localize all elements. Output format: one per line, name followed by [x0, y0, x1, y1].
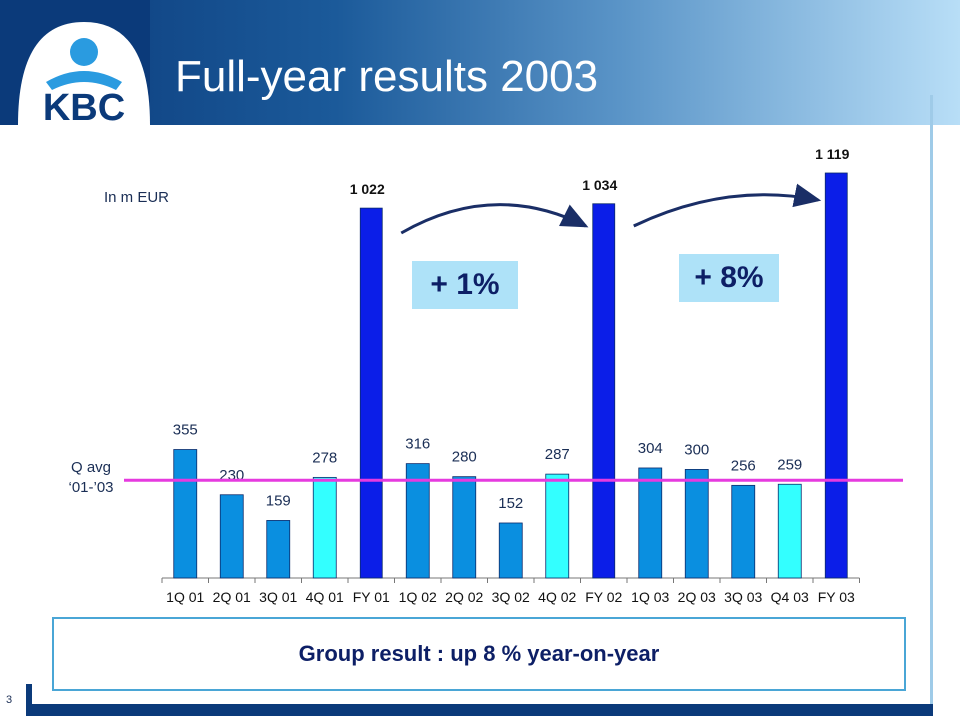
x-tick-label: FY 02	[585, 589, 622, 605]
bar-fy-03	[824, 172, 848, 579]
bar-2q-02	[452, 476, 477, 579]
bar-fy-01	[359, 207, 383, 579]
growth-badge-fy02: + 1%	[412, 261, 518, 309]
page-title: Full-year results 2003	[175, 52, 599, 101]
x-tick-label: 1Q 01	[166, 589, 204, 605]
caption-box: Group result : up 8 % year-on-year	[52, 617, 906, 691]
x-tick-label: 4Q 01	[306, 589, 344, 605]
bar-q4-03	[777, 483, 802, 579]
x-tick-label: FY 01	[353, 589, 390, 605]
data-label: 159	[266, 492, 291, 509]
data-label: 300	[684, 441, 709, 458]
average-label-line2: ‘01-’03	[68, 479, 114, 496]
bar-2q-01	[219, 494, 244, 579]
x-tick-label: 3Q 01	[259, 589, 297, 605]
data-label: 304	[638, 440, 663, 457]
data-label: 355	[173, 422, 198, 439]
average-label-line1: Q avg	[70, 459, 112, 476]
x-tick-label: 2Q 01	[213, 589, 251, 605]
data-label: 152	[498, 495, 523, 512]
bar-1q-03	[638, 467, 663, 579]
data-label: 278	[312, 449, 337, 466]
frame-left-accent	[26, 684, 32, 716]
header-banner	[0, 0, 960, 125]
unit-note: In m EUR	[104, 189, 170, 206]
data-label: 316	[405, 436, 430, 453]
data-label: 280	[452, 449, 477, 466]
x-tick-label: 2Q 02	[445, 589, 483, 605]
bar-fy-02	[592, 203, 616, 579]
data-label: 259	[777, 456, 802, 473]
bar-1q-02	[405, 463, 430, 579]
data-label: 287	[545, 446, 570, 463]
growth-arrow	[400, 203, 589, 235]
bar-1q-01	[173, 449, 198, 579]
page-number: 3	[6, 694, 13, 706]
kbc-logo: KBC	[0, 0, 150, 129]
x-tick-label: Q4 03	[771, 589, 809, 605]
x-tick-label: 4Q 02	[538, 589, 576, 605]
x-tick-label: 2Q 03	[678, 589, 716, 605]
bar-4q-02	[545, 473, 570, 579]
growth-badge-fy03: + 8%	[679, 254, 779, 302]
average-line-label: Q avg ‘01-’03	[60, 458, 122, 498]
x-tick-label: 1Q 03	[631, 589, 669, 605]
bar-3q-03	[731, 484, 756, 579]
frame-right-line	[930, 95, 933, 710]
growth-arrow	[633, 183, 822, 228]
x-tick-label: 3Q 03	[724, 589, 762, 605]
data-label: 1 034	[582, 177, 617, 193]
bar-2q-03	[684, 469, 709, 579]
svg-text:KBC: KBC	[43, 87, 125, 129]
x-tick-label: 3Q 02	[492, 589, 530, 605]
bar-3q-01	[266, 520, 291, 579]
data-label: 1 119	[815, 146, 849, 162]
data-label: 256	[731, 457, 756, 474]
bar-3q-02	[498, 522, 523, 579]
bar-4q-01	[312, 476, 337, 579]
data-label: 1 022	[350, 181, 385, 197]
caption-text: Group result : up 8 % year-on-year	[298, 641, 660, 666]
x-tick-label: FY 03	[818, 589, 855, 605]
frame-bottom-bar	[26, 704, 933, 716]
x-tick-label: 1Q 02	[399, 589, 437, 605]
